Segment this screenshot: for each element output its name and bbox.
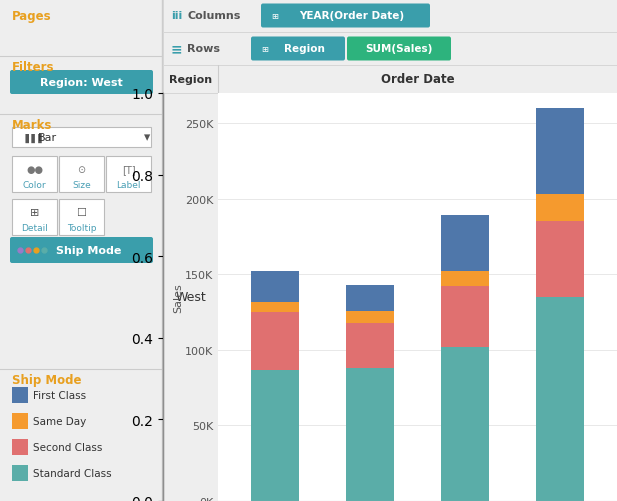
Text: ⊙: ⊙: [78, 164, 86, 174]
Text: Order Date: Order Date: [381, 73, 454, 86]
Bar: [251, 313, 299, 370]
Text: Marks: Marks: [12, 119, 52, 132]
Text: Ship Mode: Ship Mode: [12, 373, 81, 386]
Text: Pages: Pages: [12, 10, 52, 23]
Bar: [536, 298, 584, 501]
FancyBboxPatch shape: [347, 38, 451, 62]
Text: Bar: Bar: [38, 133, 57, 143]
Text: First Class: First Class: [33, 390, 86, 400]
Bar: [346, 311, 394, 323]
Text: West: West: [175, 291, 206, 304]
Bar: [441, 216, 489, 272]
Bar: [251, 272, 299, 302]
Text: Color: Color: [23, 180, 46, 189]
Bar: [346, 323, 394, 368]
Text: ●●: ●●: [26, 164, 43, 174]
Bar: [12, 413, 28, 429]
Text: Region: Region: [169, 75, 212, 85]
Text: Detail: Detail: [21, 223, 48, 232]
FancyBboxPatch shape: [12, 199, 57, 235]
FancyBboxPatch shape: [251, 38, 345, 62]
FancyBboxPatch shape: [10, 237, 153, 264]
Text: ☐: ☐: [77, 207, 86, 217]
Text: SUM(Sales): SUM(Sales): [365, 45, 433, 55]
Bar: [441, 347, 489, 501]
Text: [T]: [T]: [122, 164, 135, 174]
Text: ⊞: ⊞: [271, 12, 278, 21]
Text: Rows: Rows: [187, 45, 220, 55]
Bar: [536, 109, 584, 195]
Text: Region: Region: [284, 45, 325, 55]
Text: Ship Mode: Ship Mode: [56, 245, 122, 256]
Text: ▾: ▾: [144, 131, 150, 144]
FancyBboxPatch shape: [261, 5, 430, 29]
Text: Columns: Columns: [187, 12, 241, 22]
Y-axis label: Sales: Sales: [173, 283, 183, 312]
Text: ⊞: ⊞: [30, 207, 39, 217]
Bar: [12, 387, 28, 403]
Text: ≡: ≡: [171, 43, 183, 57]
Bar: [251, 302, 299, 313]
Text: ▐▐▐: ▐▐▐: [22, 133, 43, 142]
Text: iii: iii: [171, 12, 182, 22]
FancyBboxPatch shape: [12, 157, 57, 192]
Bar: [346, 286, 394, 311]
Bar: [251, 370, 299, 501]
Bar: [536, 195, 584, 222]
Text: Tooltip: Tooltip: [67, 223, 96, 232]
Text: Label: Label: [116, 180, 141, 189]
FancyBboxPatch shape: [59, 199, 104, 235]
Text: Same Day: Same Day: [33, 416, 86, 426]
Bar: [441, 287, 489, 347]
FancyBboxPatch shape: [59, 157, 104, 192]
Text: Region: West: Region: West: [40, 78, 123, 88]
Bar: [12, 465, 28, 481]
Text: ⊞: ⊞: [261, 45, 268, 54]
Text: Filters: Filters: [12, 61, 54, 74]
Bar: [346, 368, 394, 501]
Text: YEAR(Order Date): YEAR(Order Date): [299, 12, 404, 22]
Text: Size: Size: [72, 180, 91, 189]
Bar: [12, 439, 28, 455]
FancyBboxPatch shape: [106, 157, 151, 192]
FancyBboxPatch shape: [10, 71, 153, 95]
FancyBboxPatch shape: [12, 128, 151, 148]
Bar: [441, 272, 489, 287]
Text: Second Class: Second Class: [33, 442, 102, 452]
Bar: [536, 222, 584, 298]
Text: Standard Class: Standard Class: [33, 468, 112, 478]
